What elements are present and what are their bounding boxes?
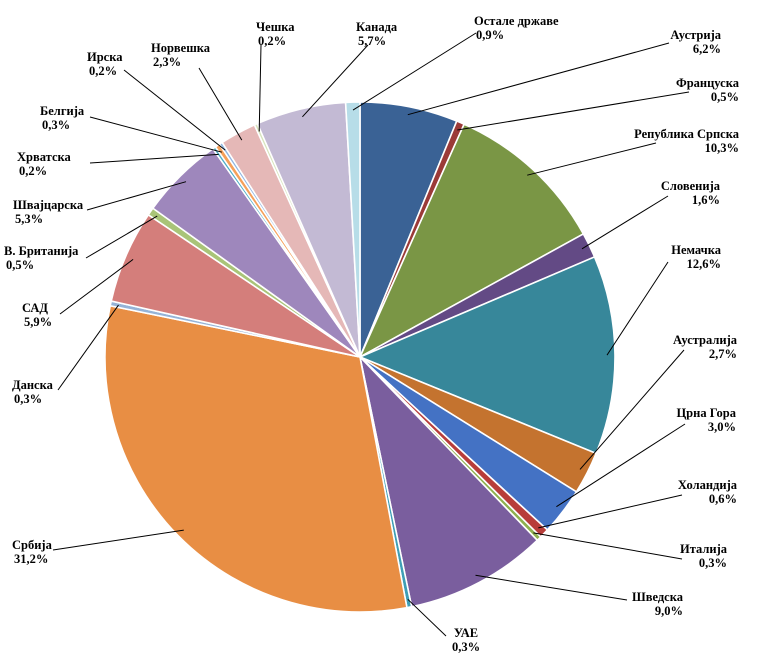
slice-label-value: 0,5%: [6, 258, 34, 272]
leader-line-хрватска: [89, 153, 219, 164]
leader-line-аустрија: [407, 42, 670, 116]
slice-label-value: 0,3%: [699, 556, 727, 570]
pie-slice-остале-државе: [344, 101, 361, 358]
slice-label-value: 0,5%: [711, 90, 739, 104]
slice-label-name: Швајцарска: [13, 198, 84, 212]
slice-label-value: 5,7%: [358, 34, 386, 48]
slice-label-value: 3,0%: [708, 420, 736, 434]
leader-line-словенија: [581, 195, 669, 250]
slice-label-value: 0,9%: [476, 28, 504, 42]
slice-label-name: Француска: [676, 76, 740, 90]
slice-label-value: 0,3%: [452, 640, 480, 654]
slice-label-name: Хрватска: [17, 150, 72, 164]
slice-label-value: 9,0%: [655, 604, 683, 618]
slice-label-name: Норвешка: [151, 41, 211, 55]
slice-label-name: Италија: [680, 542, 728, 556]
leader-line-данска: [57, 304, 119, 391]
leader-line-италија: [533, 532, 683, 560]
slice-label-value: 0,3%: [42, 118, 70, 132]
slice-label-value: 2,7%: [709, 347, 737, 361]
slice-label-name: Чешка: [256, 20, 295, 34]
pie-slice-немачка: [357, 255, 616, 455]
slice-label-value: 10,3%: [705, 141, 739, 155]
slice-label-name: Канада: [356, 20, 398, 34]
slice-label-name: Република Српска: [634, 127, 740, 141]
leader-line-норвешка: [198, 67, 243, 141]
leader-line-швајцарска: [86, 181, 187, 211]
leader-line-ирска: [123, 69, 226, 151]
slice-label-value: 0,6%: [709, 492, 737, 506]
slice-label-name: САД: [22, 301, 48, 315]
slice-label-name: Ирска: [87, 50, 123, 64]
slice-label-value: 1,6%: [692, 193, 720, 207]
slice-label-name: Словенија: [661, 179, 721, 193]
slice-label-value: 0,2%: [258, 34, 286, 48]
slice-label-value: 5,3%: [15, 212, 43, 226]
leader-line-немачка: [606, 261, 669, 356]
slice-label-name: Остале државе: [474, 14, 559, 28]
slice-label-value: 0,2%: [89, 64, 117, 78]
slice-label-value: 2,3%: [153, 55, 181, 69]
leader-line-остале-државе: [352, 32, 477, 111]
slice-label-name: Шведска: [632, 590, 684, 604]
leader-lines: [52, 32, 690, 637]
leader-line-аустралија: [579, 349, 685, 470]
pie-slice-република-српска: [358, 123, 585, 359]
pie-slice-шведска: [358, 354, 539, 608]
slice-label-name: Немачка: [671, 243, 722, 257]
leader-line-сад: [59, 258, 134, 315]
leader-line-црна-гора: [556, 423, 686, 508]
pie-slices: [104, 101, 616, 613]
slice-label-name: Холандија: [678, 478, 738, 492]
leader-line-канада: [302, 44, 369, 118]
slice-label-value: 0,2%: [19, 164, 47, 178]
slice-label-name: Црна Гора: [676, 406, 736, 420]
leader-line-република-српска: [527, 142, 657, 176]
slice-label-name: Аустрија: [670, 28, 721, 42]
leader-line-белгија: [89, 116, 223, 153]
pie-slice-србија: [104, 304, 408, 613]
leader-line-холандија: [538, 494, 683, 529]
leader-line-француска: [457, 91, 690, 131]
slice-label-name: Белгија: [40, 104, 85, 118]
slice-label-name: Србија: [12, 538, 53, 552]
leader-line-србија: [52, 529, 184, 551]
slice-label-name: В. Британија: [4, 244, 79, 258]
slice-label-value: 6,2%: [693, 42, 721, 56]
slice-label-value: 12,6%: [687, 257, 721, 271]
slice-label-value: 5,9%: [24, 315, 52, 329]
slice-label-name: Данска: [12, 378, 54, 392]
leader-line-чешка: [258, 44, 262, 132]
slice-label-value: 31,2%: [14, 552, 48, 566]
leader-line-в-британија: [85, 215, 158, 259]
slice-label-name: Аустралија: [673, 333, 738, 347]
leader-line-шведска: [475, 574, 628, 601]
slice-label-value: 0,3%: [14, 392, 42, 406]
leader-line-уае: [407, 598, 447, 637]
slice-label-name: УАЕ: [454, 626, 478, 640]
